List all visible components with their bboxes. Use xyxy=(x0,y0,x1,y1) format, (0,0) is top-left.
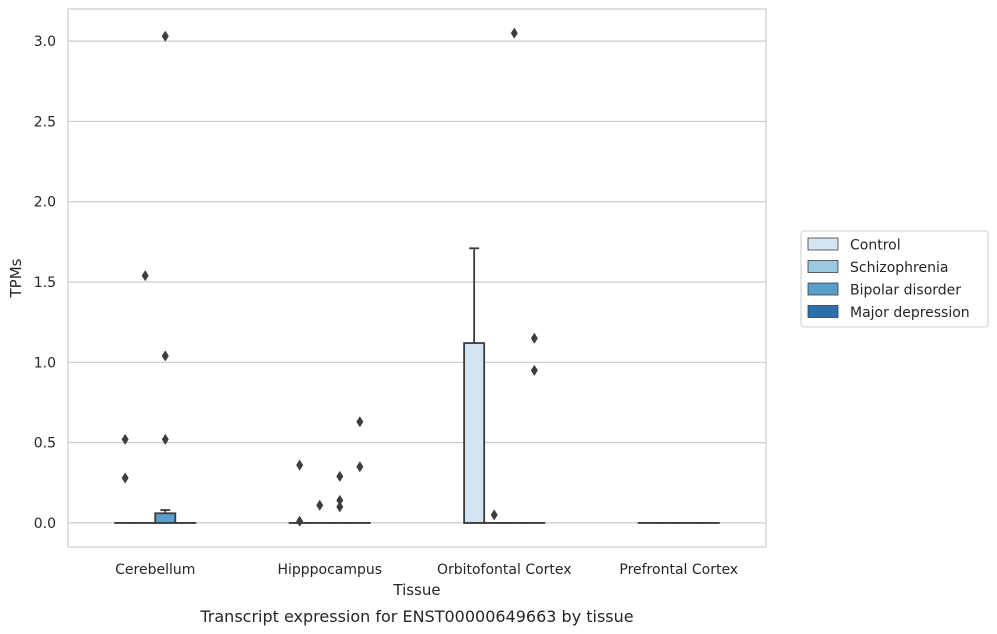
outlier-point xyxy=(121,433,129,445)
box-control-hipppocampus xyxy=(288,459,311,527)
box-schizophrenia-hipppocampus xyxy=(308,499,331,524)
x-tick-label: Hipppocampus xyxy=(277,562,382,578)
y-tick-label: 2.5 xyxy=(34,114,56,130)
outlier-point xyxy=(356,416,364,428)
y-tick-label: 1.0 xyxy=(34,355,56,371)
box-bipolar-disorder-orbitofontal-cortex xyxy=(503,27,526,524)
box-major-depression-orbitofontal-cortex xyxy=(523,332,546,524)
y-tick-label: 3.0 xyxy=(34,34,56,50)
outlier-point xyxy=(336,494,344,506)
outlier-point xyxy=(530,364,538,376)
box-control-orbitofontal-cortex xyxy=(463,247,486,524)
legend-label: Bipolar disorder xyxy=(850,283,961,299)
chart-caption: Transcript expression for ENST0000064966… xyxy=(199,607,633,626)
y-tick-label: 0.5 xyxy=(34,436,56,452)
outlier-point xyxy=(296,459,304,471)
outlier-point xyxy=(530,332,538,344)
y-tick-label: 1.5 xyxy=(34,275,56,291)
outlier-point xyxy=(121,472,129,484)
box-series xyxy=(114,27,720,527)
outlier-point xyxy=(490,509,498,521)
grid-lines xyxy=(68,40,766,524)
x-tick-label: Prefrontal Cortex xyxy=(619,562,738,578)
legend-swatch xyxy=(807,260,839,273)
y-tick-label: 0.0 xyxy=(34,516,56,532)
outlier-point xyxy=(336,470,344,482)
y-axis-title: TPMs xyxy=(7,258,25,298)
legend-label: Control xyxy=(850,238,901,254)
legend-frame xyxy=(800,230,989,328)
box-major-depression-hipppocampus xyxy=(348,416,371,524)
x-tick-label: Orbitofontal Cortex xyxy=(437,562,572,578)
box-bipolar-disorder-cerebellum xyxy=(154,30,177,524)
legend-swatch xyxy=(807,305,839,318)
outlier-point xyxy=(510,27,518,39)
outlier-point xyxy=(141,270,149,282)
box-bipolar-disorder-hipppocampus xyxy=(328,470,351,524)
plot-frame xyxy=(67,8,767,548)
box-schizophrenia-orbitofontal-cortex xyxy=(483,509,506,524)
outlier-point xyxy=(316,499,324,511)
x-tick-label: Cerebellum xyxy=(115,562,195,578)
y-tick-label: 2.0 xyxy=(34,195,56,211)
box-iqr xyxy=(154,512,177,524)
outlier-point xyxy=(161,350,169,362)
outlier-point xyxy=(161,30,169,42)
outlier-point xyxy=(336,501,344,513)
y-tick-labels: 0.0 0.5 1.0 1.5 2.0 2.5 3.0 xyxy=(34,34,56,532)
legend-label: Major depression xyxy=(850,305,970,321)
box-control-cerebellum xyxy=(114,433,137,524)
outlier-point xyxy=(296,515,304,527)
x-tick-labels: Cerebellum Hipppocampus Orbitofontal Corte… xyxy=(115,562,738,578)
legend-label: Schizophrenia xyxy=(850,260,948,276)
x-axis-title: Tissue xyxy=(392,581,440,599)
legend-swatch xyxy=(807,237,839,251)
box-iqr xyxy=(463,342,486,524)
legend-swatch xyxy=(807,282,839,296)
outlier-point xyxy=(356,461,364,473)
outlier-point xyxy=(161,433,169,445)
legend: Control Schizophrenia Bipolar disorder Majo… xyxy=(800,230,989,328)
box-schizophrenia-cerebellum xyxy=(134,270,157,524)
